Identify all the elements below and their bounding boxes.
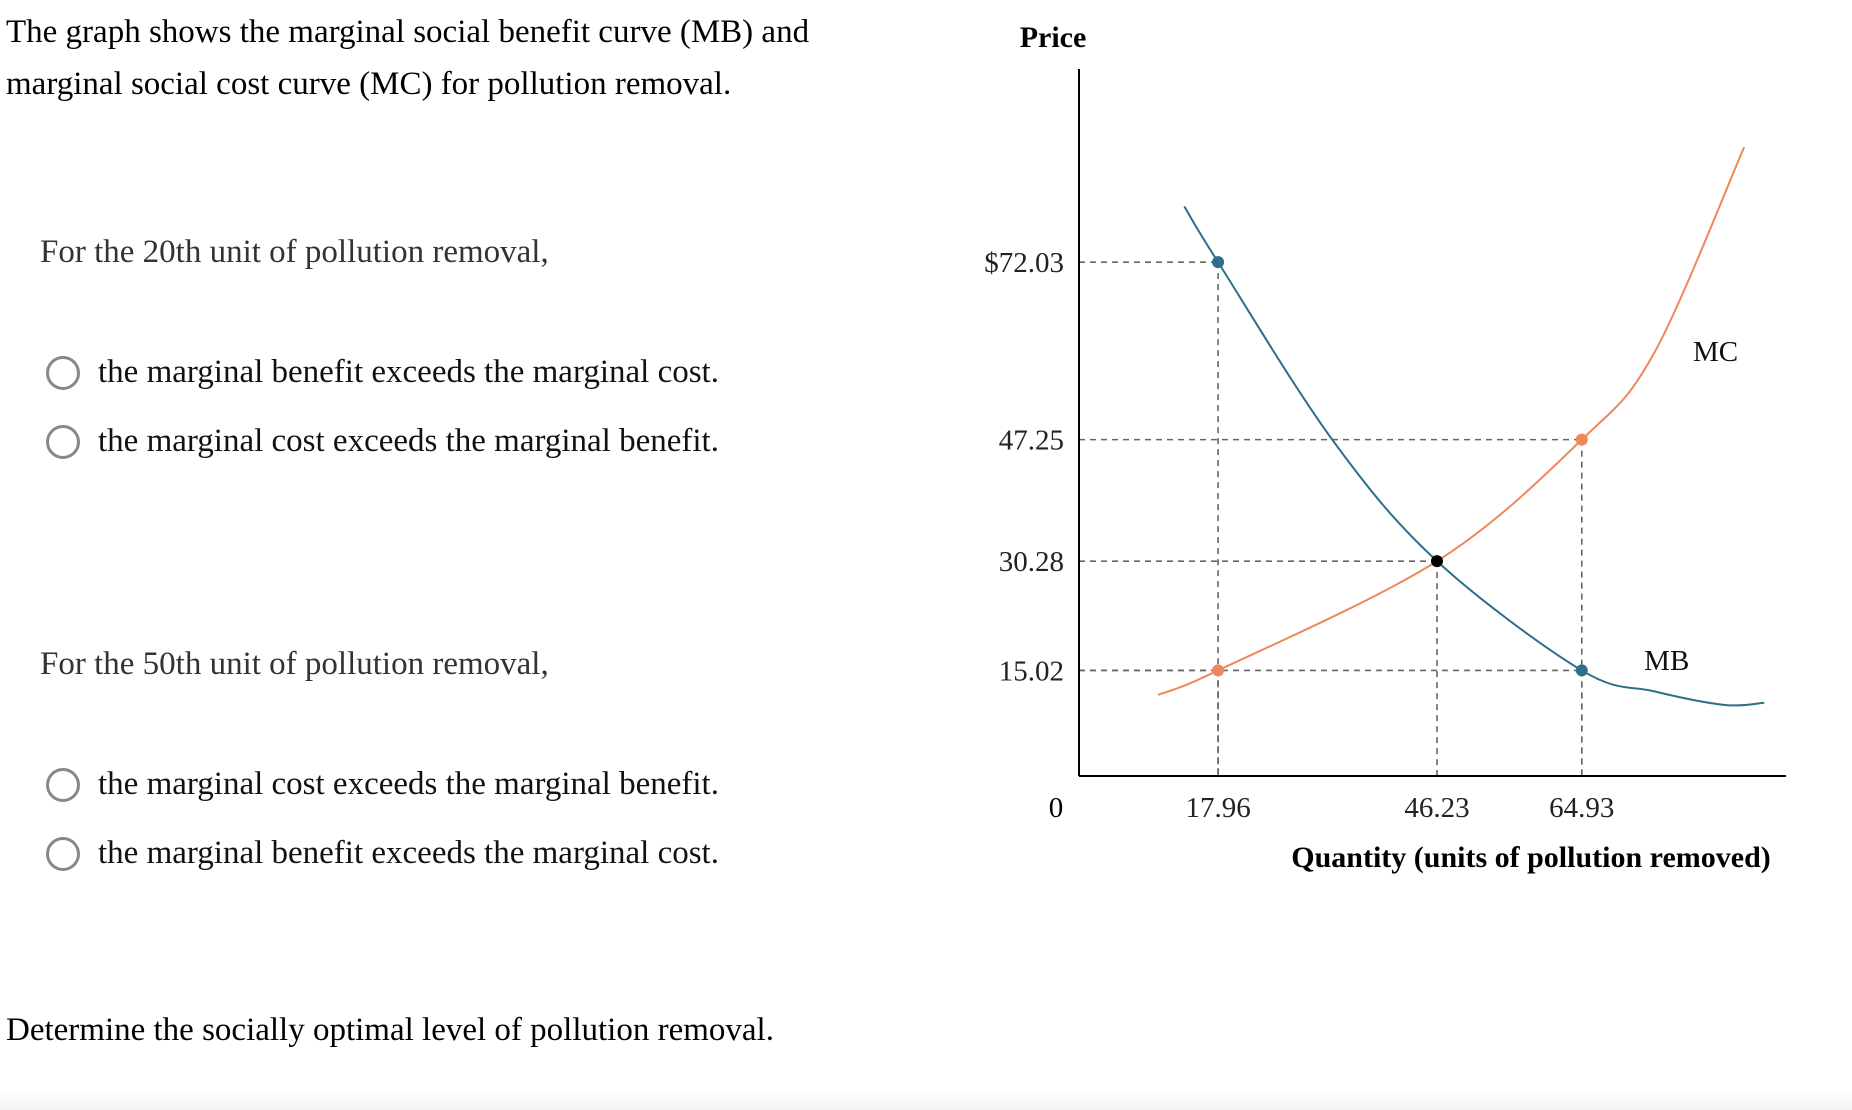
data-point [1575,433,1588,446]
mc-curve [1157,146,1746,696]
radio-button[interactable] [46,424,80,459]
intro-text: The graph shows the marginal social bene… [6,14,810,102]
mb-curve [1183,205,1765,707]
x-tick-label: 17.96 [1185,792,1250,824]
question-1-prompt: For the 20th unit of pollution removal, [40,234,549,270]
curve-label-mb: MB [1644,645,1689,677]
radio-button[interactable] [46,836,80,871]
curve-label-mc: MC [1693,336,1738,368]
y-tick-label: $72.03 [984,247,1064,279]
data-point [1212,256,1225,269]
x-tick-label: 46.23 [1404,792,1469,824]
q2-option-1[interactable]: the marginal cost exceeds the marginal b… [46,766,719,803]
data-point [1430,555,1443,568]
q1-option-1[interactable]: the marginal benefit exceeds the margina… [46,354,719,391]
question-2-prompt: For the 50th unit of pollution removal, [40,646,549,682]
question-3-prompt: Determine the socially optimal level of … [6,1012,774,1048]
data-point [1575,664,1588,677]
y-axis-label: Price [1020,21,1087,54]
x-tick-label: 64.93 [1549,792,1614,824]
x-axis-label: Quantity (units of pollution removed) [1291,841,1771,874]
y-tick-label: 47.25 [999,425,1064,457]
radio-button[interactable] [46,355,80,390]
origin-label: 0 [1049,792,1064,824]
y-tick-label: 15.02 [999,655,1064,687]
q1-option-2[interactable]: the marginal cost exceeds the marginal b… [46,423,719,460]
radio-button[interactable] [46,767,80,802]
y-tick-label: 30.28 [999,546,1064,578]
bottom-edge [0,1090,1852,1110]
q2-option-2[interactable]: the marginal benefit exceeds the margina… [46,835,719,872]
data-point [1212,664,1225,677]
